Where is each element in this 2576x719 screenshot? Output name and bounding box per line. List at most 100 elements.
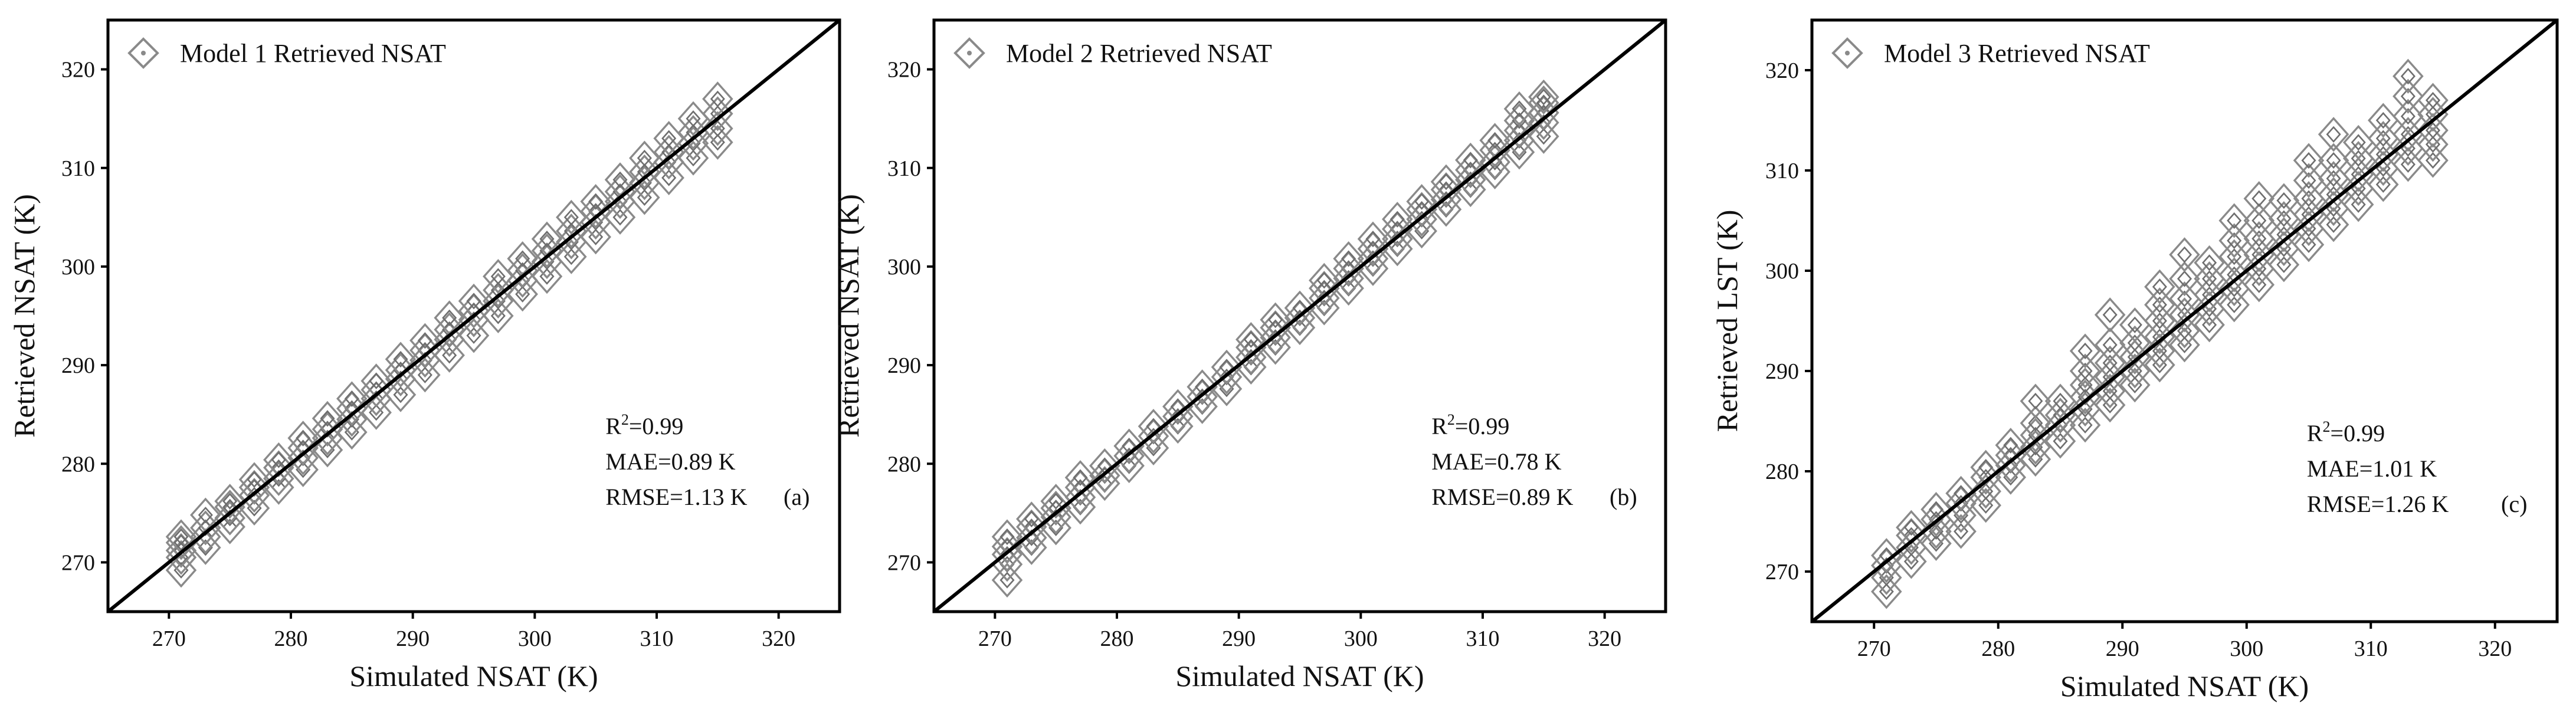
data-point-inner xyxy=(710,90,725,107)
x-axis-label: Simulated NSAT (K) xyxy=(349,659,598,692)
data-point-inner xyxy=(393,386,408,403)
y-tick-label: 290 xyxy=(887,353,921,378)
data-point xyxy=(2393,131,2424,166)
data-point xyxy=(531,259,563,294)
r2-prefix: R xyxy=(1431,413,1447,439)
data-point xyxy=(2044,423,2076,459)
data-point xyxy=(2417,83,2449,118)
data-point xyxy=(2144,287,2175,323)
y-tick-label: 270 xyxy=(61,550,95,575)
data-point-inner xyxy=(296,429,311,446)
data-point-inner xyxy=(198,539,213,556)
y-tick-label: 310 xyxy=(61,156,95,181)
data-point xyxy=(1970,474,2001,509)
data-point xyxy=(2318,207,2349,242)
y-axis-label: Retrieved LST (K) xyxy=(1710,210,1743,432)
plot-frame xyxy=(1810,18,2559,623)
r2-stat: R2=0.99 xyxy=(1431,411,1509,439)
data-point-inner xyxy=(2351,134,2366,151)
y-tick-label: 280 xyxy=(61,452,95,477)
data-point-inner xyxy=(296,461,311,478)
x-tick-label: 290 xyxy=(1222,626,1256,651)
x-tick-label: 280 xyxy=(274,626,308,651)
data-point xyxy=(1430,172,1462,208)
legend-label: Model 2 Retrieved NSAT xyxy=(1006,39,1272,68)
data-point-inner xyxy=(2251,276,2267,293)
data-point-inner xyxy=(2127,316,2142,333)
data-point xyxy=(2368,103,2399,138)
legend-marker-dot xyxy=(141,51,146,55)
data-point xyxy=(702,96,733,132)
mae-stat: MAE=0.78 K xyxy=(1431,448,1561,475)
data-point-inner xyxy=(1903,519,1919,536)
data-point xyxy=(556,239,587,274)
x-tick-label: 320 xyxy=(1588,626,1621,651)
data-point-inner xyxy=(2326,152,2341,169)
data-point-inner xyxy=(1048,493,1064,510)
data-point xyxy=(2069,408,2101,443)
data-point-inner xyxy=(490,268,506,285)
data-point xyxy=(263,450,294,485)
data-point xyxy=(702,111,733,146)
data-point xyxy=(702,124,733,160)
legend-label: Model 1 Retrieved NSAT xyxy=(180,39,446,68)
data-point-inner xyxy=(637,149,652,167)
data-point xyxy=(2318,177,2349,212)
data-point-inner xyxy=(2326,170,2341,187)
data-point xyxy=(360,381,392,416)
r2-stat: R2=0.99 xyxy=(2307,418,2385,446)
data-point xyxy=(2020,383,2051,419)
x-axis-label: Simulated NSAT (K) xyxy=(2060,669,2309,702)
data-point-inner xyxy=(2028,392,2043,410)
data-point xyxy=(2368,121,2399,156)
data-point-inner xyxy=(2227,212,2242,229)
data-point-inner xyxy=(2152,278,2167,296)
data-point-inner xyxy=(2251,212,2267,229)
y-tick-label: 300 xyxy=(61,255,95,280)
data-point xyxy=(702,81,733,117)
data-point xyxy=(2293,163,2325,198)
one-to-one-line xyxy=(1812,20,2557,622)
data-point xyxy=(2169,313,2200,349)
data-point xyxy=(2393,117,2424,152)
data-point xyxy=(2194,291,2225,327)
x-tick-label: 280 xyxy=(1981,636,2015,661)
y-tick-label: 310 xyxy=(887,156,921,181)
data-point xyxy=(2293,143,2325,178)
data-point-inner xyxy=(247,471,262,488)
data-point xyxy=(165,553,197,588)
data-point xyxy=(2218,223,2250,258)
data-point xyxy=(991,537,1023,572)
data-point xyxy=(2169,297,2200,333)
data-point-inner xyxy=(661,169,677,186)
data-point-inner xyxy=(1365,231,1381,248)
r2-superscript: 2 xyxy=(1447,411,1455,428)
data-point-inner xyxy=(2102,306,2118,323)
r2-prefix: R xyxy=(605,413,621,439)
data-point xyxy=(2094,373,2126,409)
data-point xyxy=(2293,197,2325,232)
data-point xyxy=(2119,353,2151,389)
data-point-inner xyxy=(466,327,481,344)
data-point xyxy=(2293,181,2325,216)
data-point-inner xyxy=(393,350,408,368)
y-tick-label: 310 xyxy=(1765,159,1799,183)
y-tick-label: 290 xyxy=(61,353,95,378)
data-point-inner xyxy=(1463,152,1478,169)
data-point xyxy=(385,361,417,397)
data-point-inner xyxy=(661,130,677,147)
data-point xyxy=(1871,574,1902,609)
data-point xyxy=(2318,117,2349,152)
data-point xyxy=(1089,448,1120,484)
data-point xyxy=(2393,78,2424,114)
data-point-inner xyxy=(539,231,555,248)
data-point-inner xyxy=(320,441,335,458)
rmse-stat: RMSE=0.89 K xyxy=(1431,484,1573,510)
data-point xyxy=(1284,290,1316,326)
data-point xyxy=(2144,303,2175,339)
one-to-one-line xyxy=(934,20,1666,612)
data-point-inner xyxy=(2301,172,2316,189)
data-point xyxy=(2094,388,2126,423)
r2-value: =0.99 xyxy=(629,413,684,439)
